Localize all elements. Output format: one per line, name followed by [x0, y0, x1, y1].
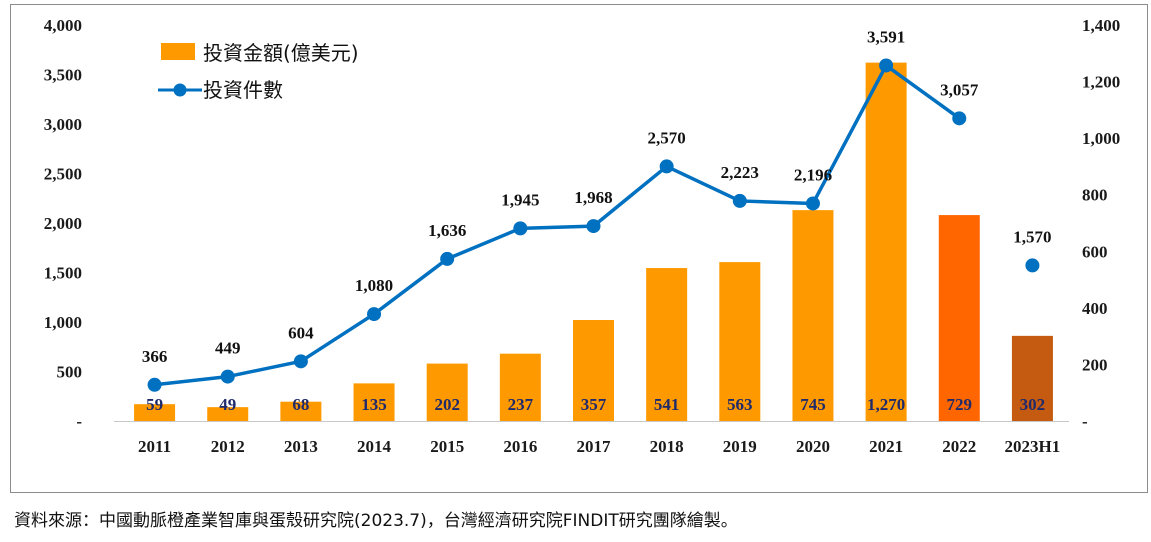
bar-data-label: 59	[146, 395, 163, 414]
left-axis: - 500 1,000 1,500 2,000 2,500 3,000 3,500 4,000	[44, 16, 83, 431]
right-axis-tick-label: 400	[1082, 299, 1108, 318]
bar	[646, 268, 688, 421]
bar	[792, 210, 834, 421]
category-label: 2020	[796, 437, 830, 456]
legend: 投資金額(億美元) 投資件數	[158, 41, 359, 102]
category-label: 2012	[211, 437, 245, 456]
bar	[499, 353, 541, 421]
line-point	[293, 354, 308, 369]
bar	[134, 404, 176, 421]
line-point	[805, 196, 820, 211]
bar	[938, 215, 980, 421]
right-axis-tick-label: 600	[1082, 242, 1108, 261]
line-point	[659, 159, 674, 174]
right-axis-tick-label: 1,000	[1082, 129, 1120, 148]
line-point	[879, 58, 894, 73]
line-point	[952, 111, 967, 126]
line-data-label: 1,945	[501, 190, 539, 209]
bar	[426, 363, 468, 421]
line-data-label: 1,080	[355, 276, 393, 295]
left-axis-tick-label: 1,500	[44, 264, 82, 283]
line-point	[220, 369, 235, 384]
bar	[573, 320, 614, 421]
category-label: 2019	[723, 437, 757, 456]
category-label: 2017	[577, 437, 612, 456]
line-data-label: 1,570	[1013, 227, 1051, 246]
bar	[207, 407, 249, 421]
bar	[353, 383, 395, 421]
bar-data-label: 563	[727, 395, 753, 414]
category-label: 2021	[869, 437, 903, 456]
bar-data-label: 202	[434, 395, 460, 414]
line-data-label: 2,223	[721, 163, 759, 182]
line-point	[732, 193, 747, 208]
chart-frame: -500 1,000 1,500 2,000 2,500 3,000 3,500 4,000 …	[10, 4, 1148, 493]
bar-data-label: 302	[1020, 395, 1046, 414]
bar-data-label: 135	[361, 395, 387, 414]
category-axis: 2011 2012 2013 2014 2015 2016 2017 2018 2019 2020…	[138, 437, 1060, 456]
legend-bar-label: 投資金額(億美元)	[203, 41, 359, 65]
line-point	[586, 219, 601, 234]
line-series: 366 449 604 1,080 1,636 1,945 1,968 2,570 2,223 2…	[142, 27, 1052, 392]
line-point	[1025, 258, 1040, 273]
bar-data-label: 541	[654, 395, 680, 414]
chart-svg: -5001,0001,5002,0002,5003,0003,5004,000 …	[44, 16, 1121, 456]
line-point	[440, 251, 455, 266]
line-data-label: 3,057	[940, 80, 979, 99]
category-label: 2016	[503, 437, 537, 456]
bar-data-label: 357	[581, 395, 607, 414]
legend-line-label: 投資件數	[203, 78, 283, 102]
right-axis-tick-label: -	[1082, 412, 1088, 431]
left-axis-tick-label: -	[76, 412, 82, 431]
line-data-label: 2,196	[794, 165, 832, 184]
left-axis-tick-label: 2,500	[44, 165, 82, 184]
line-point	[513, 221, 528, 236]
left-axis-tick-label: 500	[57, 363, 83, 382]
bar	[280, 401, 322, 421]
category-label: 2011	[138, 437, 171, 456]
line-path	[154, 63, 961, 387]
line-data-label: 2,570	[648, 128, 686, 147]
category-label: 2023H1	[1005, 437, 1061, 456]
bar	[865, 62, 907, 422]
category-label: 2013	[284, 437, 318, 456]
left-axis-tick-label: 3,000	[44, 115, 82, 134]
right-axis-tick-label: 800	[1082, 186, 1108, 205]
bar	[1011, 335, 1053, 421]
legend-line-marker	[173, 83, 187, 97]
bar-data-label: 745	[800, 395, 826, 414]
category-label: 2022	[942, 437, 976, 456]
line-data-label: 1,636	[428, 221, 466, 240]
bar-data-label: 729	[947, 395, 973, 414]
legend-bar-swatch	[161, 43, 195, 60]
left-axis-tick-label: 3,500	[44, 66, 82, 85]
right-axis-tick-label: 1,200	[1082, 73, 1120, 92]
category-label: 2018	[650, 437, 684, 456]
line-data-label: 449	[215, 339, 241, 358]
bar-data-label: 1,270	[867, 395, 905, 414]
category-label: 2014	[357, 437, 392, 456]
bar	[719, 262, 761, 421]
bar-data-label: 237	[508, 395, 534, 414]
right-axis: - 200 400 600 800 1,000 1,200 1,400	[1082, 16, 1120, 431]
source-note: 資料來源：中國動脈橙產業智庫與蛋殼研究院(2023.7)，台灣經濟研究院FIND…	[14, 511, 738, 531]
right-axis-tick-label: 200	[1082, 355, 1108, 374]
left-axis-tick-label: 4,000	[44, 16, 82, 35]
bar-series: 59 49 68 135 202 237 357 541 563 745 1,270 729 302	[114, 62, 1069, 422]
line-data-label: 3,591	[867, 27, 905, 46]
category-label: 2015	[430, 437, 464, 456]
bar-data-label: 68	[292, 395, 309, 414]
left-axis-tick-label: 1,000	[44, 313, 82, 332]
line-data-label: 604	[288, 323, 314, 342]
right-axis-tick-label: 1,400	[1082, 16, 1120, 35]
line-point	[367, 307, 382, 322]
left-axis-tick-label: 2,000	[44, 214, 82, 233]
bar-data-label: 49	[219, 395, 236, 414]
line-point	[147, 377, 162, 392]
line-data-label: 366	[142, 347, 168, 366]
line-data-label: 1,968	[574, 188, 612, 207]
